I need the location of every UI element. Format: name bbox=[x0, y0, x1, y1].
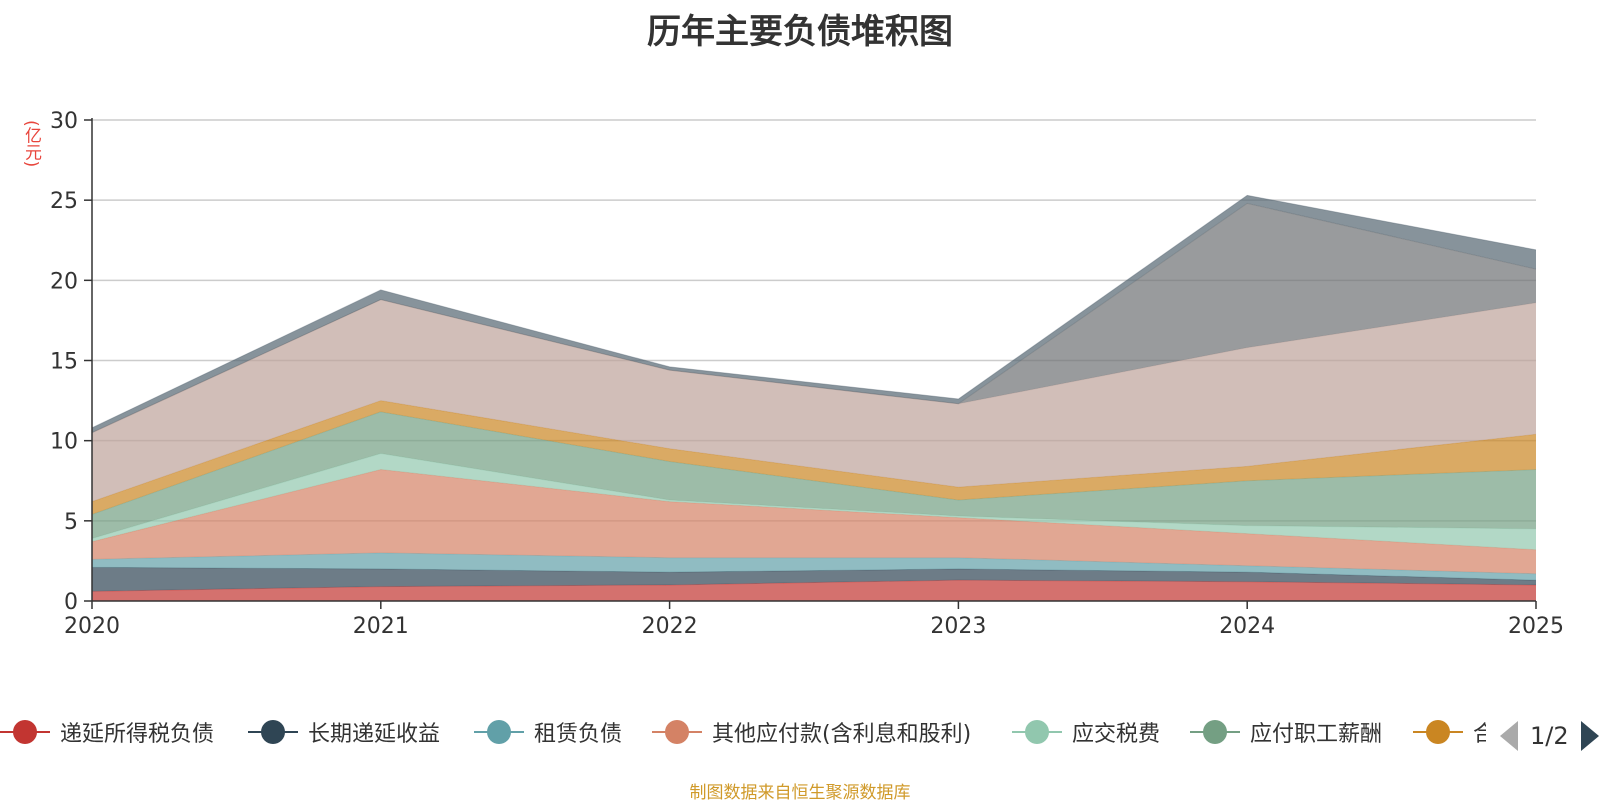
area-series bbox=[92, 195, 1536, 433]
legend-label: 长期递延收益 bbox=[308, 722, 441, 747]
area-series bbox=[92, 203, 1536, 433]
area-series-line bbox=[91, 194, 1537, 429]
legend-item[interactable]: 租赁负债 bbox=[474, 712, 622, 752]
legend-marker-icon bbox=[652, 712, 702, 752]
legend-item[interactable]: 递延所得税负债 bbox=[0, 712, 214, 752]
x-tick-label: 2025 bbox=[1508, 614, 1564, 639]
x-tick-label: 2022 bbox=[642, 614, 698, 639]
legend-label: 递延所得税负债 bbox=[60, 722, 215, 747]
legend-dot bbox=[1426, 720, 1450, 744]
legend-label: 其他应付款(含利息和股利) bbox=[712, 722, 972, 747]
y-tick-label: 25 bbox=[50, 189, 78, 214]
y-axis-unit-label: (亿元) bbox=[21, 120, 41, 168]
legend-item[interactable]: 其他应付款(含利息和股利) bbox=[652, 712, 971, 752]
y-tick-label: 15 bbox=[50, 350, 78, 375]
legend-dot bbox=[1025, 720, 1049, 744]
legend-marker-icon bbox=[248, 712, 298, 752]
area-series bbox=[92, 580, 1536, 601]
y-tick-label: 20 bbox=[50, 269, 78, 294]
y-tick-label: 0 bbox=[64, 590, 78, 615]
legend-marker-icon bbox=[1413, 712, 1463, 752]
legend: 递延所得税负债 长期递延收益 租赁负债 其他应付款(含利息和股利) 应交税费 应… bbox=[0, 712, 1486, 752]
legend-pager: 1/2 bbox=[1500, 718, 1599, 754]
legend-dot bbox=[1203, 720, 1227, 744]
x-tick-label: 2023 bbox=[930, 614, 986, 639]
legend-item[interactable]: 应交税费 bbox=[1012, 712, 1160, 752]
y-tick-label: 30 bbox=[50, 109, 78, 134]
legend-marker-icon bbox=[0, 712, 50, 752]
x-tick-label: 2024 bbox=[1219, 614, 1275, 639]
legend-label: 合 bbox=[1473, 722, 1486, 747]
area-series bbox=[92, 567, 1536, 592]
legend-next-page-icon[interactable] bbox=[1580, 721, 1599, 751]
legend-label: 应交税费 bbox=[1072, 722, 1161, 747]
legend-item[interactable]: 合 bbox=[1413, 712, 1486, 752]
legend-item[interactable]: 长期递延收益 bbox=[248, 712, 440, 752]
x-tick-label: 2021 bbox=[353, 614, 409, 639]
y-tick-label: 5 bbox=[64, 510, 78, 535]
y-tick-label: 10 bbox=[50, 430, 78, 455]
stacked-areas bbox=[91, 194, 1537, 601]
source-note: 制图数据来自恒生聚源数据库 bbox=[689, 783, 911, 803]
area-series bbox=[92, 469, 1536, 574]
chart-title: 历年主要负债堆积图 bbox=[647, 12, 953, 52]
legend-label: 租赁负债 bbox=[534, 722, 623, 747]
legend-prev-page-icon[interactable] bbox=[1500, 721, 1518, 751]
area-series bbox=[92, 552, 1536, 581]
legend-marker-icon bbox=[1012, 712, 1062, 752]
legend-item[interactable]: 应付职工薪酬 bbox=[1190, 712, 1382, 752]
area-series bbox=[92, 453, 1536, 550]
area-series bbox=[92, 299, 1536, 502]
x-tick-label: 2020 bbox=[64, 614, 120, 639]
legend-page-indicator: 1/2 bbox=[1530, 722, 1569, 750]
legend-marker-icon bbox=[474, 712, 524, 752]
legend-dot bbox=[665, 720, 689, 744]
legend-dot bbox=[261, 720, 285, 744]
legend-dot bbox=[487, 720, 511, 744]
legend-marker-icon bbox=[1190, 712, 1240, 752]
legend-label: 应付职工薪酬 bbox=[1250, 722, 1383, 747]
area-series bbox=[92, 411, 1536, 539]
legend-dot bbox=[13, 720, 37, 744]
